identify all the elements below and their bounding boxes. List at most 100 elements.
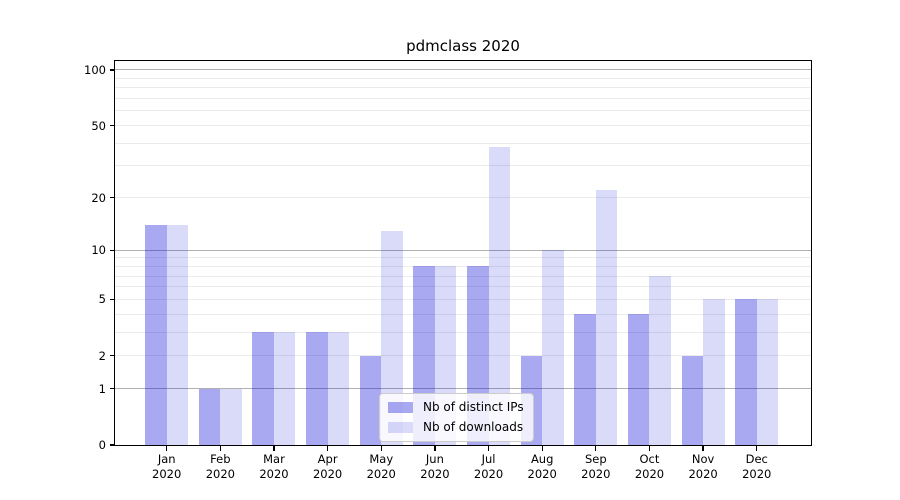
- gridline-minor: [115, 298, 811, 300]
- x-tick: [326, 446, 329, 451]
- bar-downloads-jul: [488, 147, 511, 445]
- bar-distinct-ips-feb: [198, 388, 221, 445]
- bar-downloads-jan: [166, 224, 189, 445]
- x-tick-month: Dec: [745, 452, 768, 466]
- x-tick: [166, 446, 168, 451]
- x-tick-year: 2020: [259, 467, 289, 481]
- x-tick-month: Feb: [210, 452, 231, 466]
- x-tick-label: Apr 2020: [296, 452, 360, 482]
- x-tick-year: 2020: [312, 467, 343, 481]
- x-tick: [595, 446, 597, 451]
- gridline-minor: [115, 313, 811, 315]
- x-tick-month: Jan: [157, 452, 176, 466]
- x-tick-month: Oct: [639, 452, 660, 466]
- x-tick-label: Jul 2020: [457, 452, 521, 482]
- x-tick: [487, 446, 490, 451]
- legend-label: Nb of downloads: [423, 420, 524, 434]
- legend-swatch-downloads: [388, 421, 413, 433]
- x-tick-month: Sep: [584, 452, 607, 466]
- x-tick-month: Jul: [481, 452, 496, 466]
- chart-title: pdmclass 2020: [406, 37, 520, 55]
- y-tick-label: 100: [84, 62, 106, 77]
- gridline-minor: [115, 257, 811, 259]
- plot-area: [114, 60, 812, 446]
- bar-downloads-sep: [595, 190, 618, 445]
- gridline-minor: [115, 355, 811, 357]
- gridline-minor: [115, 87, 811, 89]
- x-tick-year: 2020: [473, 467, 504, 481]
- x-tick: [380, 446, 382, 451]
- y-tick: [109, 444, 115, 446]
- bar-distinct-ips-jan: [145, 224, 167, 445]
- y-tick-label: 10: [91, 243, 106, 258]
- gridline-minor: [115, 197, 811, 199]
- gridline-minor: [115, 98, 811, 100]
- y-tick-label: 20: [91, 190, 106, 205]
- x-tick-year: 2020: [527, 467, 557, 481]
- x-tick-month: Mar: [263, 452, 285, 466]
- y-tick: [109, 388, 115, 390]
- y-tick-label: 1: [98, 381, 106, 396]
- y-tick-label: 5: [98, 292, 106, 307]
- bar-downloads-nov: [703, 299, 725, 445]
- legend-label: Nb of distinct IPs: [423, 400, 524, 414]
- y-tick-label: 0: [98, 438, 106, 452]
- bar-downloads-apr: [327, 332, 350, 445]
- y-tick-label: 50: [91, 118, 106, 133]
- y-tick: [109, 355, 115, 357]
- bar-distinct-ips-may: [359, 355, 382, 445]
- x-tick-year: 2020: [420, 467, 450, 481]
- y-tick: [109, 196, 115, 199]
- bar-downloads-oct: [649, 276, 671, 445]
- legend-swatch-distinct-ips: [388, 401, 413, 413]
- y-tick: [109, 298, 115, 301]
- x-tick-year: 2020: [634, 467, 665, 481]
- x-tick-label: May 2020: [349, 452, 413, 482]
- bar-downloads-dec: [756, 299, 779, 445]
- x-tick-year: 2020: [205, 467, 235, 481]
- bar-distinct-ips-dec: [735, 299, 757, 445]
- gridline-major: [115, 388, 811, 390]
- y-tick-label: 2: [98, 348, 106, 363]
- legend-item-downloads: Nb of downloads: [388, 419, 524, 435]
- x-tick: [434, 446, 436, 451]
- gridline-minor: [115, 125, 811, 126]
- x-tick: [756, 446, 758, 451]
- bar-distinct-ips-sep: [574, 314, 596, 445]
- x-tick-label: Jan 2020: [135, 452, 199, 482]
- x-tick-year: 2020: [366, 467, 396, 481]
- x-tick-year: 2020: [581, 467, 611, 481]
- gridline-major: [115, 69, 811, 71]
- gridline-minor: [115, 110, 811, 112]
- gridline-minor: [115, 331, 811, 333]
- x-tick: [541, 446, 543, 451]
- x-tick-year: 2020: [688, 467, 718, 481]
- legend: Nb of distinct IPs Nb of downloads: [379, 393, 534, 442]
- gridline-minor: [115, 142, 811, 144]
- bar-distinct-ips-mar: [252, 332, 274, 445]
- x-tick-month: Jun: [425, 452, 444, 466]
- x-tick-label: Oct 2020: [617, 452, 681, 482]
- x-tick-label: Jun 2020: [403, 452, 467, 482]
- gridline-minor: [115, 77, 811, 79]
- x-tick-month: May: [369, 452, 394, 466]
- bar-downloads-aug: [542, 250, 564, 445]
- bar-downloads-feb: [220, 388, 242, 445]
- x-tick: [273, 446, 275, 451]
- x-tick-label: Mar 2020: [242, 452, 306, 482]
- bar-distinct-ips-nov: [681, 355, 704, 445]
- x-tick-label: Feb 2020: [188, 452, 252, 482]
- gridline-minor: [115, 265, 811, 267]
- x-tick: [219, 446, 221, 451]
- x-tick: [702, 446, 704, 451]
- x-tick-label: Sep 2020: [564, 452, 628, 482]
- x-tick: [648, 446, 651, 451]
- x-tick-label: Dec 2020: [725, 452, 789, 482]
- bar-downloads-mar: [273, 332, 296, 445]
- bar-distinct-ips-apr: [306, 332, 328, 445]
- x-tick-year: 2020: [152, 467, 182, 481]
- y-tick: [109, 124, 115, 127]
- x-tick-label: Aug 2020: [510, 452, 574, 482]
- x-tick-month: Nov: [691, 452, 715, 466]
